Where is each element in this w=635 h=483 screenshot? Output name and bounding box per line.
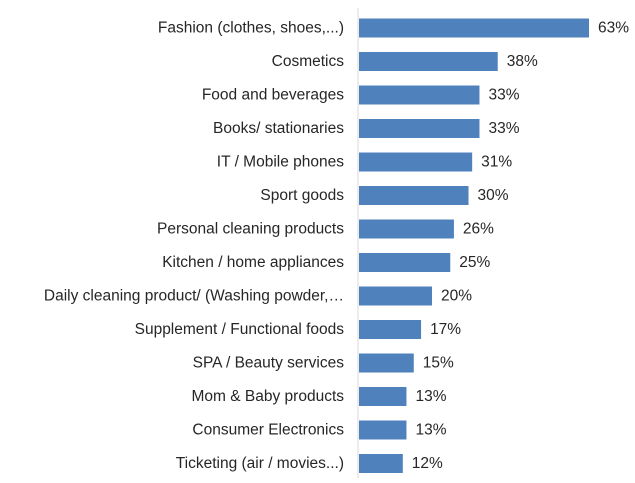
value-label: 13%: [415, 422, 446, 439]
category-label: Mom & Baby products: [192, 388, 345, 405]
category-label: Sport goods: [260, 187, 344, 204]
bar: [359, 454, 403, 473]
category-label: SPA / Beauty services: [193, 355, 345, 372]
value-label: 25%: [459, 254, 490, 271]
value-label: 38%: [507, 53, 538, 70]
category-label: Personal cleaning products: [157, 221, 344, 238]
value-label: 30%: [478, 187, 509, 204]
value-label: 26%: [463, 221, 494, 238]
bar: [359, 387, 407, 406]
category-labels-layer: Fashion (clothes, shoes,...) Cosmetics Foo…: [44, 20, 344, 473]
value-label: 33%: [488, 120, 519, 137]
value-label: 15%: [423, 355, 454, 372]
category-label: Daily cleaning product/ (Washing powder,…: [44, 288, 344, 305]
value-label: 33%: [488, 87, 519, 104]
category-label: Fashion (clothes, shoes,...): [158, 20, 344, 37]
category-label: Food and beverages: [202, 87, 344, 104]
bar: [359, 253, 451, 272]
bar: [359, 52, 498, 71]
bars-layer: [359, 18, 589, 473]
bar: [359, 219, 454, 239]
value-label: 12%: [412, 455, 443, 472]
value-label: 31%: [481, 154, 512, 171]
category-label: IT / Mobile phones: [217, 154, 344, 171]
bar: [359, 152, 473, 172]
bar: [359, 286, 433, 306]
bar: [359, 85, 480, 105]
bar: [359, 186, 469, 205]
category-label: Consumer Electronics: [192, 422, 344, 439]
bar: [359, 18, 589, 38]
bar: [359, 420, 407, 440]
bar: [359, 119, 480, 138]
category-label: Cosmetics: [272, 53, 345, 70]
value-label: 20%: [441, 288, 472, 305]
value-label: 17%: [430, 321, 461, 338]
category-label: Books/ stationaries: [213, 120, 344, 137]
value-labels-layer: 63% 38% 33% 33% 31% 30% 26% 25% 20% 17% 15% 13% 13% 1…: [412, 20, 629, 473]
category-label: Ticketing (air / movies...): [176, 455, 344, 472]
category-label: Kitchen / home appliances: [162, 254, 344, 271]
bar: [359, 320, 422, 339]
value-label: 63%: [598, 20, 629, 37]
category-label: Supplement / Functional foods: [135, 321, 345, 338]
value-label: 13%: [415, 388, 446, 405]
bar: [359, 353, 414, 373]
